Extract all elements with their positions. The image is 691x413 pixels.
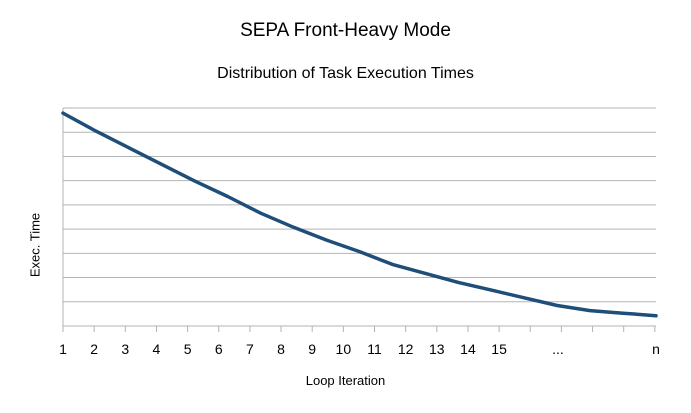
data-point	[127, 146, 131, 150]
data-point	[160, 162, 164, 166]
x-tick-label: 15	[491, 341, 507, 357]
x-tick-label: 14	[460, 341, 476, 357]
x-tick-label: ...	[552, 341, 564, 357]
chart-subtitle: Distribution of Task Execution Times	[217, 65, 474, 82]
x-tick-label: 7	[246, 341, 254, 357]
data-point	[259, 211, 263, 215]
data-point	[522, 296, 526, 300]
data-point	[621, 311, 625, 315]
series-line	[61, 111, 658, 318]
data-point	[358, 250, 361, 254]
x-tick-label: 5	[184, 341, 192, 357]
data-point	[489, 288, 493, 292]
data-point	[193, 179, 197, 183]
x-axis-label: Loop Iteration	[305, 373, 386, 388]
x-tick-label: n	[652, 341, 660, 357]
data-point	[292, 225, 296, 229]
data-point	[423, 271, 427, 275]
data-point	[456, 280, 460, 284]
x-tick-label: 13	[429, 341, 445, 357]
x-tick-label: 11	[367, 341, 382, 357]
data-point	[654, 314, 658, 318]
data-point	[94, 129, 98, 133]
x-tick-label: 3	[121, 341, 129, 357]
data-point	[61, 111, 65, 115]
data-point	[555, 303, 559, 307]
data-point	[588, 309, 592, 313]
x-tick-label: 6	[215, 341, 223, 357]
x-tick-label: 1	[59, 341, 67, 357]
x-tick-label: 10	[336, 341, 352, 357]
x-tick-label: 9	[308, 341, 316, 357]
data-point	[325, 238, 329, 242]
x-tick-label: 4	[153, 341, 161, 357]
data-point	[226, 194, 230, 198]
data-point	[390, 262, 394, 266]
x-tick-label: 12	[398, 341, 414, 357]
chart-title: SEPA Front-Heavy Mode	[240, 20, 451, 41]
x-tick-label: 8	[277, 341, 285, 357]
x-tick-label: 2	[90, 341, 98, 357]
